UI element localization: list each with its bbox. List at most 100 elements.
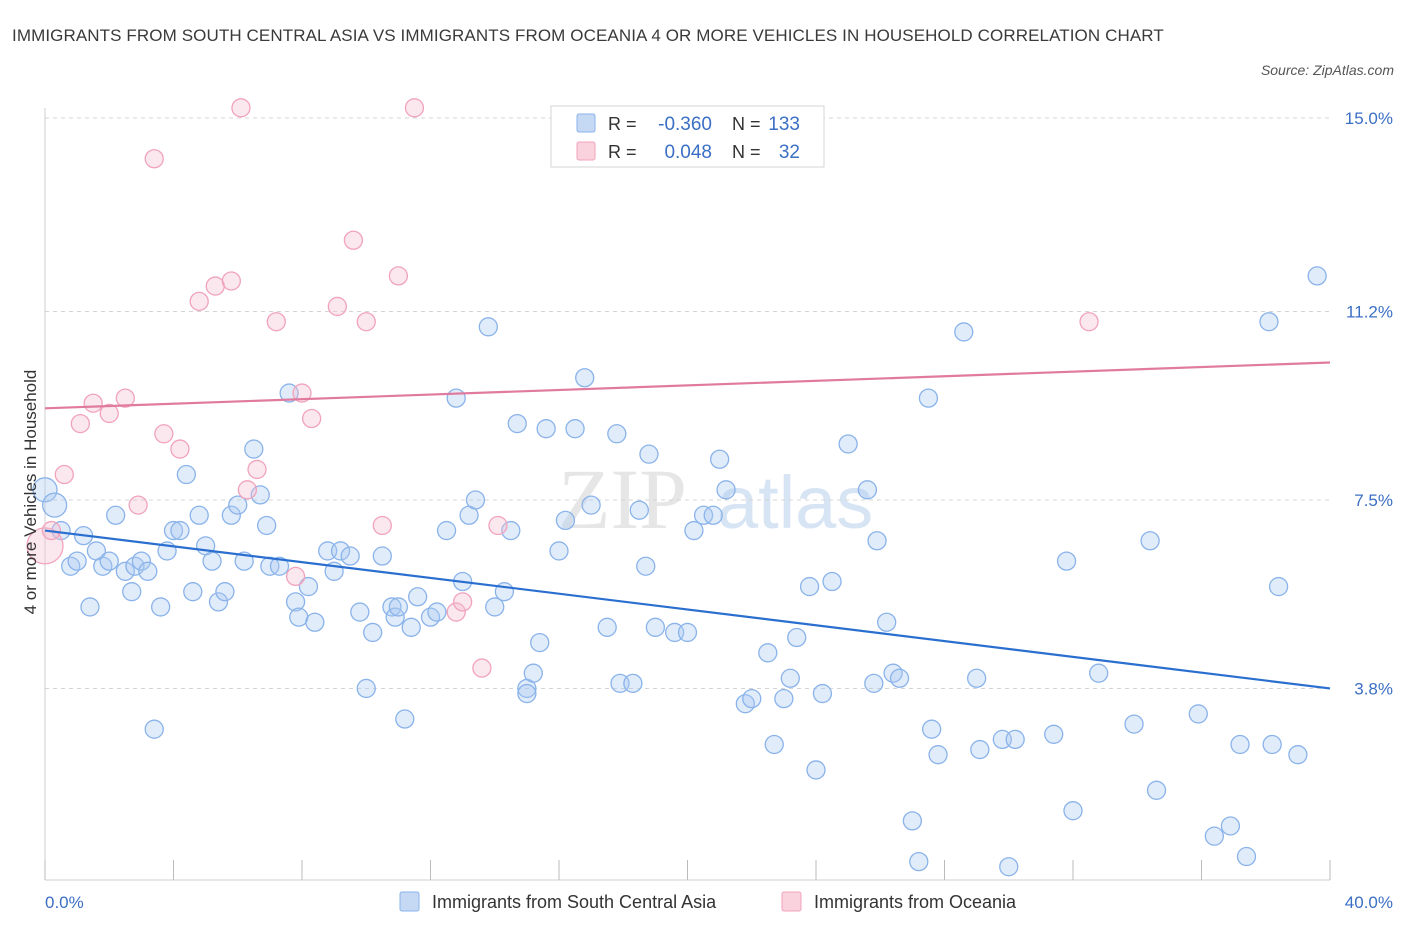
- data-point: [1307, 266, 1327, 286]
- watermark: ZIP atlas: [558, 451, 873, 547]
- data-point: [395, 709, 415, 729]
- data-point: [1124, 714, 1144, 734]
- data-point: [735, 694, 755, 714]
- data-point: [298, 576, 319, 597]
- data-point: [41, 492, 68, 518]
- data-point: [507, 413, 527, 434]
- data-point: [485, 597, 505, 617]
- x-tick-label-0: 0.0%: [45, 893, 84, 912]
- legend-swatch-south-central-asia: [399, 891, 420, 912]
- data-point: [774, 688, 794, 709]
- data-point: [597, 617, 617, 637]
- data-point: [581, 495, 601, 515]
- data-point: [401, 617, 421, 637]
- data-point: [565, 419, 585, 439]
- stats-r-value-blue: -0.360: [658, 114, 712, 135]
- stats-box: R = -0.360 N = 133 R = 0.048 N = 32: [550, 105, 825, 168]
- data-point: [67, 551, 87, 571]
- data-point: [1140, 531, 1160, 551]
- data-point: [26, 527, 64, 565]
- data-point: [356, 312, 376, 332]
- data-point: [1259, 312, 1279, 332]
- data-point: [221, 505, 241, 525]
- data-point: [340, 546, 360, 566]
- chart-title: IMMIGRANTS FROM SOUTH CENTRAL ASIA VS IM…: [12, 26, 1164, 45]
- data-point: [154, 424, 174, 444]
- data-point: [330, 541, 351, 561]
- data-point: [1063, 801, 1083, 821]
- stats-swatch-blue: [576, 113, 596, 133]
- data-point: [189, 291, 209, 312]
- data-point: [144, 719, 164, 739]
- data-point: [645, 617, 666, 637]
- data-point: [247, 459, 267, 480]
- data-point: [1220, 816, 1241, 836]
- data-point: [93, 556, 113, 576]
- data-point: [292, 383, 312, 403]
- grid-lines: [45, 117, 1330, 689]
- y-tick-label-3: 15.0%: [1345, 109, 1393, 128]
- data-point: [327, 296, 347, 317]
- data-point: [70, 413, 90, 434]
- data-point: [106, 505, 126, 525]
- data-point: [1146, 780, 1167, 800]
- stats-n-value-pink: 32: [779, 142, 800, 163]
- data-point: [32, 477, 58, 503]
- data-point: [176, 464, 197, 485]
- data-point: [99, 551, 119, 571]
- source-label: Source: ZipAtlas.com: [1260, 62, 1394, 78]
- data-point: [857, 480, 878, 500]
- trend-line-0: [44, 529, 1331, 690]
- data-point: [889, 668, 910, 688]
- data-point: [864, 673, 884, 694]
- data-point: [883, 663, 903, 683]
- stats-r-label-pink: R =: [608, 142, 637, 162]
- data-point: [1079, 312, 1099, 332]
- data-point: [221, 271, 241, 291]
- legend: Immigrants from South Central Asia Immig…: [399, 891, 1017, 912]
- data-point: [189, 505, 209, 525]
- x-tick-label-1: 40.0%: [1345, 893, 1393, 912]
- data-point: [1262, 734, 1282, 755]
- data-point: [1005, 729, 1025, 750]
- data-point: [999, 857, 1019, 877]
- data-point: [954, 322, 974, 342]
- data-point: [812, 683, 833, 704]
- data-point: [902, 811, 923, 831]
- data-point: [208, 592, 229, 612]
- data-point: [404, 98, 425, 118]
- axes: [44, 108, 1331, 881]
- data-point: [555, 510, 576, 531]
- data-point: [446, 388, 466, 408]
- data-point: [909, 851, 929, 872]
- tick-labels: 3.8% 7.5% 11.2% 15.0% 0.0% 40.0%: [45, 109, 1393, 912]
- data-point: [170, 520, 190, 541]
- data-point: [536, 419, 556, 439]
- data-point: [684, 520, 704, 541]
- data-point: [138, 561, 158, 581]
- data-point: [523, 663, 543, 683]
- data-point: [1044, 724, 1064, 744]
- y-tick-label-2: 11.2%: [1346, 303, 1393, 322]
- data-point: [343, 230, 364, 250]
- data-point: [99, 403, 119, 424]
- data-point: [639, 444, 659, 464]
- data-point: [703, 505, 723, 525]
- watermark-zip: ZIP: [558, 451, 687, 547]
- data-point: [183, 582, 203, 602]
- data-point: [54, 464, 74, 485]
- data-point: [1056, 551, 1077, 571]
- data-point: [799, 576, 820, 597]
- data-point: [966, 668, 987, 688]
- data-point: [144, 149, 164, 169]
- data-point: [822, 571, 842, 592]
- data-point: [742, 688, 762, 709]
- y-tick-label-0: 3.8%: [1354, 679, 1393, 698]
- y-axis-title: 4 or more Vehicles in Household: [21, 370, 40, 615]
- data-point: [787, 627, 807, 648]
- data-point: [407, 587, 428, 607]
- data-point: [244, 439, 264, 459]
- stats-r-label-blue: R =: [608, 114, 637, 134]
- data-point: [709, 449, 730, 469]
